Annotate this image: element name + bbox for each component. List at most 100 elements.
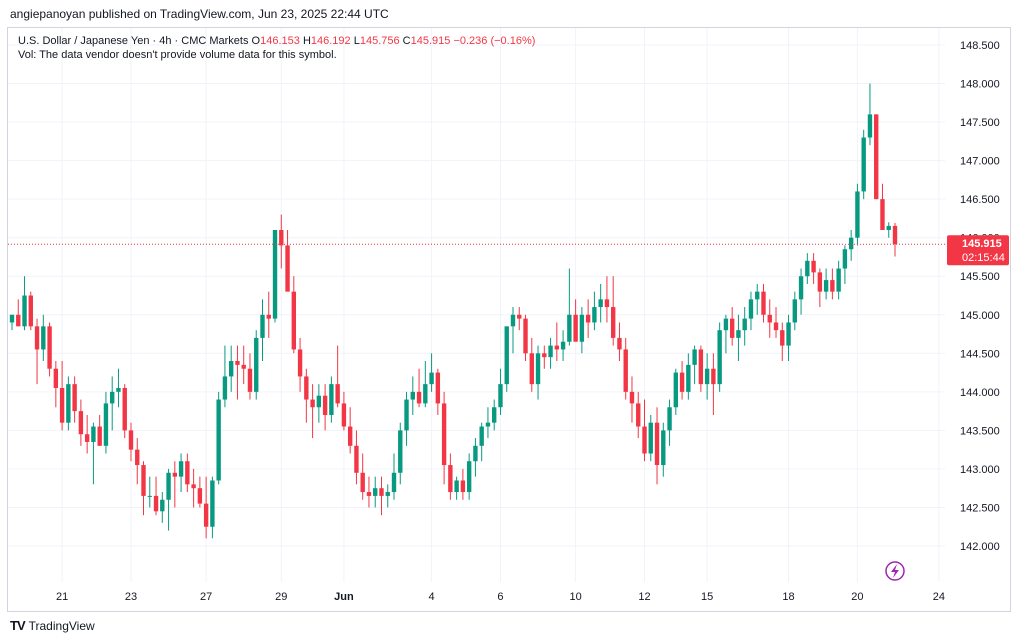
candle-body <box>517 314 522 319</box>
candle-body <box>723 318 729 331</box>
price-tick-label: 144.000 <box>960 387 1000 399</box>
candle <box>748 291 754 331</box>
candle <box>485 407 491 439</box>
candle-body <box>297 349 303 377</box>
candle <box>723 314 729 354</box>
last-price-tag: 145.915 02:15:44 <box>947 235 1009 266</box>
candle-body <box>886 225 891 230</box>
candle-body <box>53 368 59 388</box>
candle-body <box>610 307 616 338</box>
candle-body <box>855 191 860 238</box>
candle <box>391 453 397 500</box>
candle <box>867 83 873 146</box>
candle-body <box>373 488 378 496</box>
candle-body <box>141 465 146 496</box>
tradingview-logo-icon: TV <box>10 618 26 633</box>
price-tick-label: 142.500 <box>960 502 1000 514</box>
candle <box>322 384 328 431</box>
candle-body <box>185 461 190 485</box>
time-axis: 21 23 27 29 Jun 4 6 10 12 15 18 20 24 <box>56 591 945 603</box>
candle-body <box>404 399 409 431</box>
candle <box>617 322 622 362</box>
candle-body <box>504 326 509 385</box>
candle-body <box>410 391 415 400</box>
candle-body <box>59 387 65 423</box>
price-tick-label: 145.500 <box>960 271 1000 283</box>
candle-body <box>554 345 560 350</box>
candle-body <box>291 291 297 350</box>
candle-body <box>698 349 704 385</box>
price-tick-label: 144.500 <box>960 348 1000 360</box>
footer-branding[interactable]: TV TradingView <box>10 618 95 633</box>
candle <box>567 268 572 346</box>
candle-body <box>78 411 84 435</box>
candle-body <box>166 472 171 500</box>
time-tick-label: 18 <box>782 591 794 603</box>
candle-body <box>391 472 397 493</box>
candle-body <box>755 291 760 300</box>
candle <box>203 476 209 539</box>
candle-body <box>817 272 823 292</box>
candle <box>141 461 146 516</box>
candles <box>9 83 898 539</box>
price-tick-label: 146.500 <box>960 194 1000 206</box>
candle-body <box>228 361 234 377</box>
price-tick-label: 145.000 <box>960 310 1000 322</box>
candle-body <box>153 495 159 512</box>
candle <box>385 484 390 508</box>
candle <box>610 276 616 346</box>
time-tick-label: 29 <box>275 591 287 603</box>
candle <box>604 276 610 323</box>
candle-body <box>22 295 27 327</box>
candle <box>805 253 810 284</box>
ohlc-open: O146.153 <box>251 35 300 47</box>
time-tick-label: 10 <box>569 591 581 603</box>
candle <box>423 361 428 408</box>
chart-frame[interactable] <box>7 27 1011 612</box>
candle <box>836 260 841 300</box>
candle-body <box>560 341 566 350</box>
candle <box>404 391 409 446</box>
lightning-badge-icon[interactable] <box>885 561 905 581</box>
candle <box>97 414 102 446</box>
candle <box>598 283 603 323</box>
candle-body <box>692 349 697 365</box>
candle <box>642 399 647 462</box>
candle-body <box>235 361 240 365</box>
candle <box>517 307 522 331</box>
candle-body <box>679 372 685 392</box>
candle-body <box>260 314 265 338</box>
candle-body <box>266 314 271 319</box>
candle <box>103 391 109 454</box>
candle-body <box>97 426 102 446</box>
candle-body <box>654 422 660 466</box>
candle-body <box>585 314 591 323</box>
candle-body <box>310 399 315 408</box>
price-tick-label: 142.000 <box>960 541 1000 553</box>
candle-body <box>523 318 528 354</box>
candle <box>191 468 196 508</box>
candle-body <box>216 399 221 481</box>
candle-body <box>704 368 710 385</box>
candle <box>892 222 898 257</box>
symbol-title[interactable]: U.S. Dollar / Japanese Yen · 4h · CMC Ma… <box>18 35 249 47</box>
candle-body <box>842 249 848 269</box>
candle <box>592 291 597 331</box>
candle <box>366 476 372 508</box>
candle <box>398 422 403 485</box>
candle <box>34 318 40 385</box>
candle-body <box>636 403 641 427</box>
candle-body <box>316 395 322 408</box>
candle <box>341 391 347 431</box>
candle-body <box>28 295 33 327</box>
candle-body <box>617 337 622 350</box>
candle-body <box>717 330 722 385</box>
candle <box>823 268 829 300</box>
candle-body <box>848 237 854 250</box>
candle-body <box>191 484 196 489</box>
candle-body <box>279 229 284 246</box>
candle-body <box>122 387 127 431</box>
candle-body <box>780 330 785 346</box>
candle <box>228 345 234 392</box>
